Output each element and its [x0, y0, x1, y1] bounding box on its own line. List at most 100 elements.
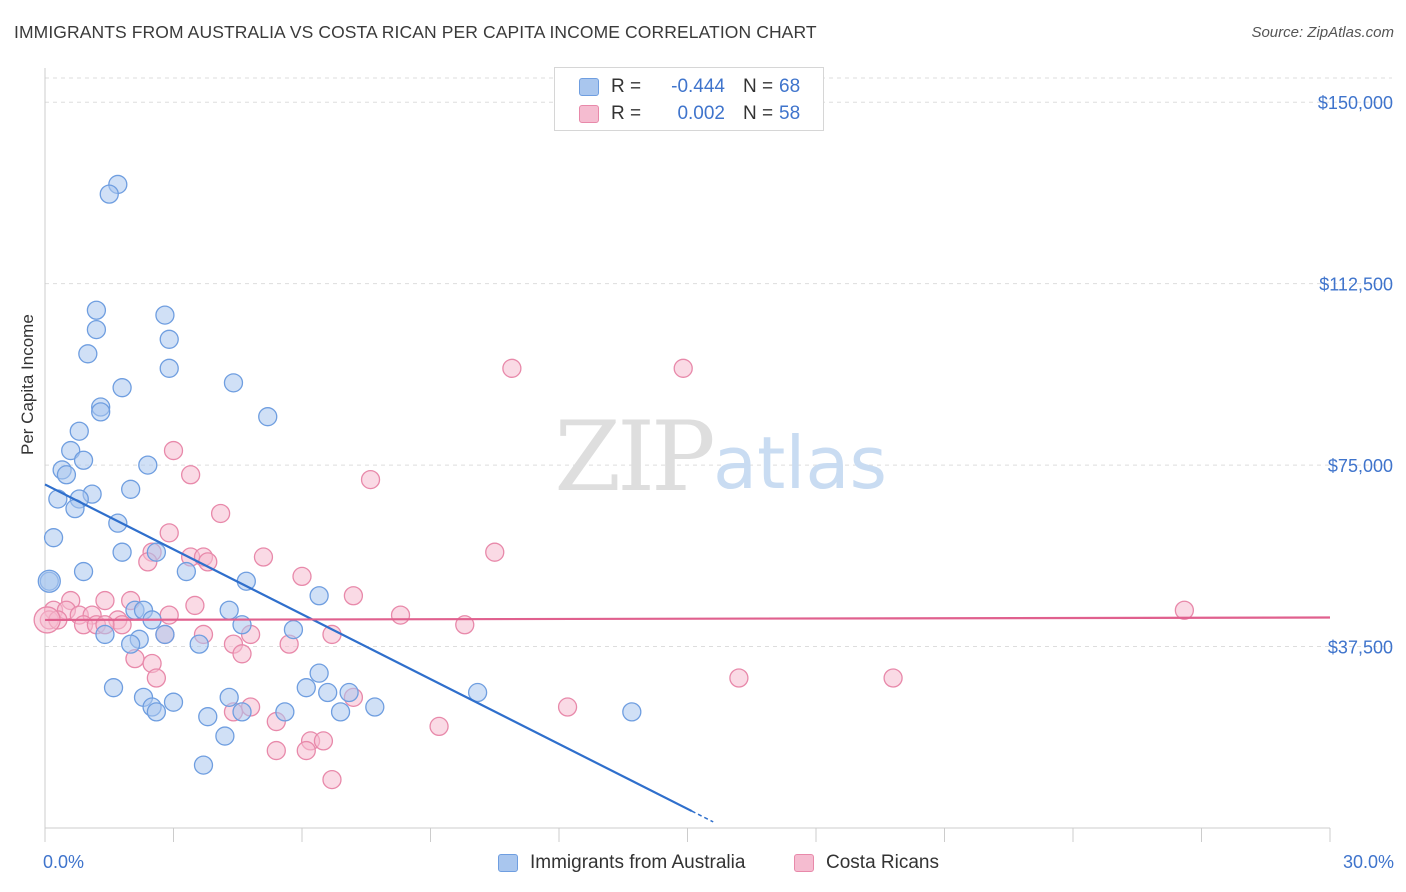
australia-point — [121, 479, 141, 499]
legend-row-australia: R = -0.444 N = 68 — [579, 74, 800, 100]
australia-point — [155, 624, 175, 645]
australia-point — [155, 305, 175, 325]
costa-rican-point — [1174, 600, 1195, 620]
legend-r-value: 0.002 — [677, 103, 725, 124]
costa-rican-point — [296, 740, 316, 761]
costa-rican-point — [253, 547, 274, 567]
x-tick-max: 30.0% — [1342, 852, 1394, 872]
australia-point — [146, 702, 167, 722]
watermark-zip: ZIP — [554, 401, 713, 513]
australia-point — [309, 663, 329, 683]
costa-rican-point — [429, 716, 449, 737]
australia-point — [283, 619, 304, 640]
australia-point — [189, 634, 209, 654]
source-label: Source: ZipAtlas.com — [1251, 24, 1394, 41]
watermark-atlas: atlas — [713, 421, 887, 505]
legend-swatch-pink — [579, 105, 599, 123]
australia-points — [37, 174, 642, 775]
grid-lines — [45, 77, 1392, 648]
costa-rican-point — [455, 615, 475, 635]
australia-point — [193, 755, 214, 775]
australia-point — [318, 682, 338, 703]
costa-rican-point — [390, 605, 411, 625]
australia-trendline-extension — [691, 810, 714, 823]
legend-r-label: R = — [611, 76, 642, 97]
australia-point — [78, 344, 98, 364]
australia-point — [91, 402, 111, 422]
australia-point — [339, 682, 359, 703]
costa-rican-point — [485, 542, 505, 562]
australia-point — [198, 707, 218, 727]
legend-n-value: 58 — [779, 103, 801, 124]
costa-ricans-trendline — [44, 616, 1331, 622]
australia-point — [232, 702, 252, 722]
costa-rican-point — [343, 586, 364, 606]
australia-point — [330, 702, 351, 722]
australia-point — [73, 561, 94, 582]
australia-point — [95, 624, 115, 645]
costa-rican-point — [313, 731, 334, 751]
australia-point — [365, 697, 385, 717]
australia-point — [121, 634, 141, 654]
y-tick-label: $37,500 — [1328, 638, 1393, 658]
bottom-legend-swatch-pink — [794, 854, 814, 872]
legend-r-value: -0.444 — [671, 76, 725, 97]
australia-point — [236, 571, 256, 591]
costa-rican-point — [159, 605, 179, 625]
australia-point — [73, 450, 94, 470]
australia-point — [69, 421, 89, 441]
australia-point — [86, 300, 107, 320]
australia-point — [43, 528, 64, 548]
legend-swatch-blue — [579, 78, 599, 96]
stats-legend: R = -0.444 N = 68 R = 0.002 N = 58 — [554, 67, 824, 131]
costa-rican-point — [146, 668, 167, 688]
legend-n-value: 68 — [779, 76, 801, 97]
bottom-legend-label: Immigrants from Australia — [530, 852, 746, 873]
australia-point — [163, 692, 184, 712]
costa-rican-point — [266, 740, 286, 761]
costa-rican-point — [360, 469, 381, 490]
watermark: ZIP atlas — [554, 401, 887, 513]
bottom-legend-australia: Immigrants from Australia — [498, 852, 745, 874]
costa-rican-point — [159, 523, 179, 543]
australia-point — [215, 726, 235, 746]
costa-rican-point — [198, 552, 218, 572]
costa-rican-point — [232, 644, 252, 664]
australia-point — [159, 358, 179, 378]
chart-title: IMMIGRANTS FROM AUSTRALIA VS COSTA RICAN… — [14, 22, 817, 42]
x-tick-min: 0.0% — [43, 852, 85, 872]
costa-rican-point — [883, 668, 903, 688]
australia-point — [296, 678, 316, 698]
legend-row-costa-ricans: R = 0.002 N = 58 — [579, 101, 800, 127]
australia-trendline — [44, 483, 693, 813]
australia-point — [112, 542, 132, 562]
axes — [44, 68, 1331, 842]
costa-rican-point — [210, 503, 231, 524]
y-tick-labels: $37,500 $75,000 $112,500 $150,000 — [1318, 93, 1393, 657]
australia-point — [622, 702, 642, 722]
australia-point — [61, 440, 81, 461]
bottom-legend-label: Costa Ricans — [826, 852, 939, 873]
costa-rican-point — [95, 590, 115, 611]
australia-point — [56, 465, 77, 485]
bottom-legend-costa-ricans: Costa Ricans — [794, 852, 939, 874]
australia-point — [223, 373, 244, 393]
australia-point — [159, 329, 179, 349]
bottom-legend-swatch-blue — [498, 854, 518, 872]
costa-rican-point — [729, 668, 749, 688]
australia-point — [467, 682, 488, 703]
australia-point — [146, 542, 167, 562]
trendlines — [44, 483, 1331, 823]
y-tick-label: $150,000 — [1318, 93, 1393, 113]
costa-rican-point — [673, 358, 693, 378]
australia-point — [48, 489, 68, 509]
legend-r-label: R = — [611, 103, 642, 124]
costa-rican-point — [502, 358, 522, 378]
y-tick-label: $75,000 — [1328, 456, 1393, 476]
australia-point — [86, 319, 107, 340]
costa-rican-point — [557, 697, 578, 717]
costa-rican-point — [322, 769, 342, 790]
costa-rican-point — [180, 465, 201, 485]
australia-point — [138, 455, 158, 475]
